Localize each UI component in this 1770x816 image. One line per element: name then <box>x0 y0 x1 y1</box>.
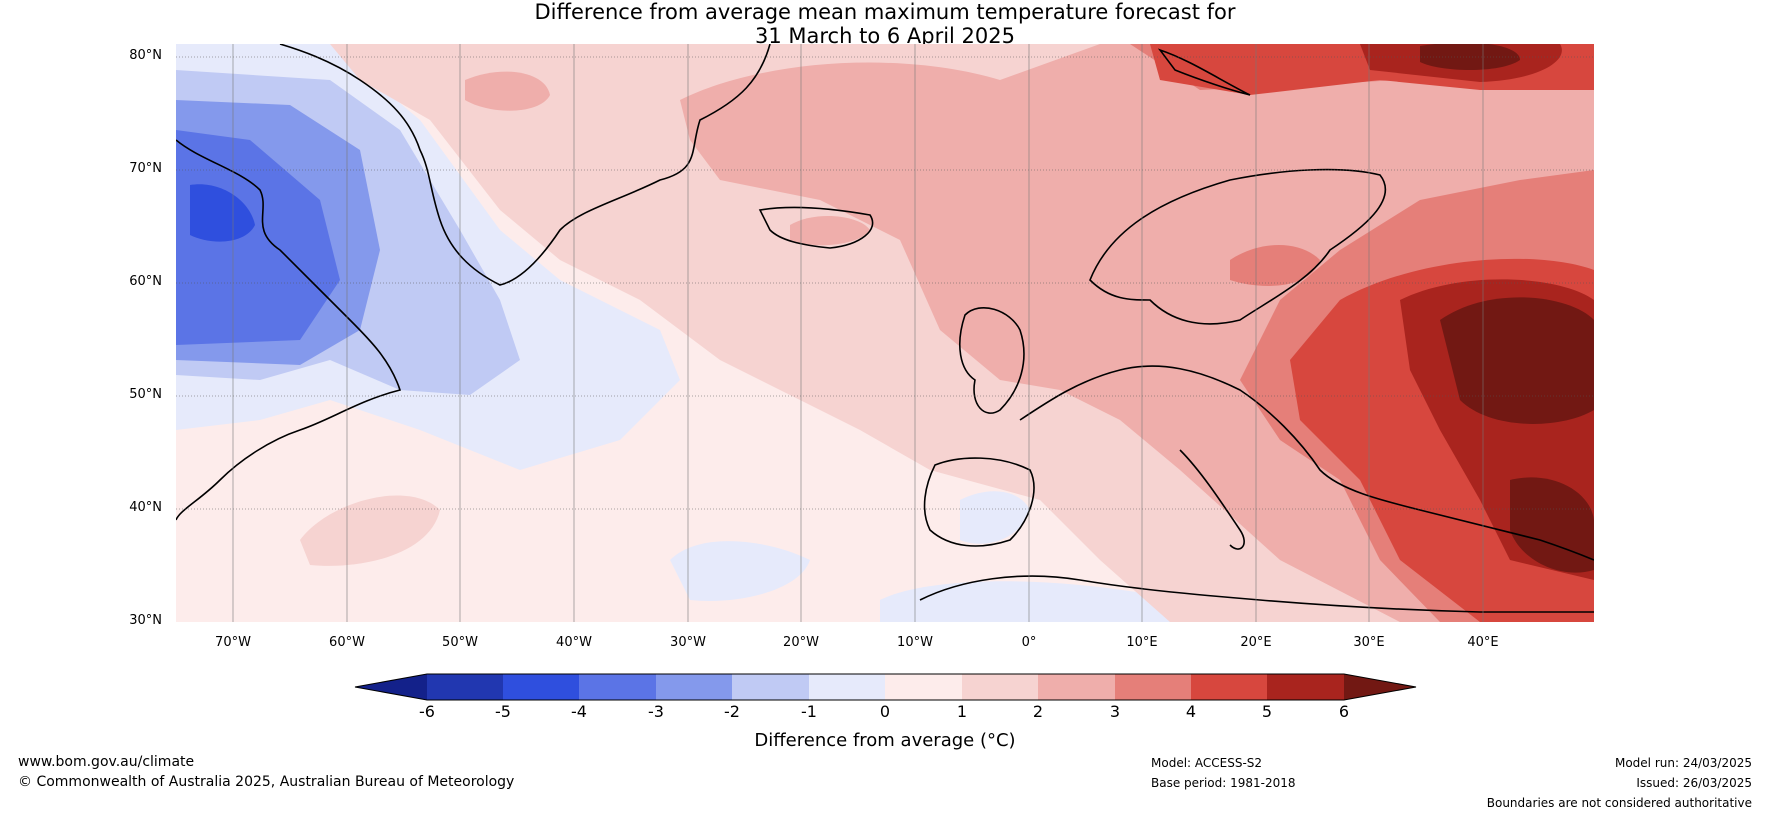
colorbar-bin-p0 <box>885 674 962 700</box>
lon-label-20w: 20°W <box>783 635 819 650</box>
lat-label-50n: 50°N <box>129 387 162 402</box>
colorbar-bin-m3 <box>579 674 656 700</box>
anomaly-zone-m3 <box>176 130 340 345</box>
colorbar-tick: -2 <box>724 702 740 721</box>
colorbar-bin-p3 <box>1115 674 1191 700</box>
gridlines <box>176 56 1594 510</box>
colorbar <box>354 673 1417 701</box>
website-link[interactable]: www.bom.gov.au/climate <box>18 754 195 770</box>
base-period-text: Base period: 1981-2018 <box>1151 776 1296 790</box>
colorbar-tick: -4 <box>571 702 587 721</box>
colorbar-tick: 6 <box>1338 702 1350 721</box>
anomaly-zone-p2-north <box>465 71 550 111</box>
greenland-coast <box>279 44 771 286</box>
lon-label-10e: 10°E <box>1126 635 1158 650</box>
anomaly-zone-p6-turkey <box>1510 477 1594 573</box>
lon-label-40w: 40°W <box>556 635 592 650</box>
colorbar-tick: 5 <box>1261 702 1273 721</box>
coastlines <box>176 44 1594 613</box>
copyright-text: © Commonwealth of Australia 2025, Austra… <box>18 774 515 790</box>
iceland-coast <box>758 206 874 249</box>
anomaly-field <box>176 44 1594 622</box>
colorbar-outline <box>354 673 1417 701</box>
colorbar-bin-p2 <box>1038 674 1115 700</box>
colorbar-extend-low <box>355 674 427 700</box>
svalbard-coast <box>1157 48 1251 96</box>
colorbar-tick: 1 <box>956 702 968 721</box>
lat-label-40n: 40°N <box>129 500 162 515</box>
lon-label-40e: 40°E <box>1467 635 1499 650</box>
lon-label-30e: 30°E <box>1353 635 1385 650</box>
model-text: Model: ACCESS-S2 <box>1151 756 1263 770</box>
lon-label-0: 0° <box>1021 635 1037 650</box>
lon-label-10w: 10°W <box>897 635 933 650</box>
boundaries-disclaimer: Boundaries are not considered authoritat… <box>1486 796 1752 810</box>
lon-label-20e: 20°E <box>1240 635 1272 650</box>
lon-label-70w: 70°W <box>215 635 251 650</box>
colorbar-bin-p1 <box>962 674 1038 700</box>
anomaly-zone-p2-iceland <box>790 215 870 246</box>
anomaly-zone-p1-atlantic <box>300 495 440 566</box>
colorbar-tick: -6 <box>419 702 435 721</box>
title-line-1: Difference from average mean maximum tem… <box>534 0 1236 24</box>
map-title: Difference from average mean maximum tem… <box>0 0 1770 48</box>
anomaly-zone-p3-scandinavia <box>1230 245 1320 286</box>
model-run-text: Model run: 24/03/2025 <box>1614 756 1752 770</box>
lat-label-60n: 60°N <box>129 274 162 289</box>
italy-coast <box>1179 449 1245 550</box>
colorbar-bin-m4 <box>503 674 579 700</box>
africa-coast <box>919 575 1594 613</box>
colorbar-tick: 4 <box>1185 702 1197 721</box>
colorbar-tick: -3 <box>648 702 664 721</box>
colorbar-tick: 3 <box>1109 702 1121 721</box>
lat-label-30n: 30°N <box>129 613 162 628</box>
lon-label-30w: 30°W <box>670 635 706 650</box>
colorbar-bin-m0 <box>809 674 885 700</box>
colorbar-bin-p4 <box>1191 674 1267 700</box>
colorbar-extend-high <box>1344 674 1416 700</box>
lat-label-70n: 70°N <box>129 161 162 176</box>
anomaly-zone-m4 <box>190 184 255 242</box>
canada-coast <box>176 139 402 521</box>
colorbar-bin-m5 <box>427 674 503 700</box>
colorbar-tick: -1 <box>801 702 817 721</box>
anomaly-zone-p6-russia <box>1440 297 1594 424</box>
lon-label-60w: 60°W <box>329 635 365 650</box>
issued-text: Issued: 26/03/2025 <box>1636 776 1752 790</box>
colorbar-bin-p5 <box>1267 674 1344 700</box>
europe-coast <box>1019 365 1594 561</box>
colorbar-bin-m1 <box>732 674 809 700</box>
iberia-coast <box>923 457 1035 547</box>
lat-label-80n: 80°N <box>129 48 162 63</box>
colorbar-label: Difference from average (°C) <box>754 730 1016 751</box>
britain-coast <box>959 306 1025 414</box>
anomaly-zone-m0-africa <box>880 581 1180 622</box>
lon-label-50w: 50°W <box>442 635 478 650</box>
colorbar-tick: 2 <box>1032 702 1044 721</box>
colorbar-bin-m2 <box>656 674 732 700</box>
colorbar-tick: -5 <box>495 702 511 721</box>
anomaly-zone-m0-atlantic <box>670 541 810 601</box>
colorbar-tick: 0 <box>879 702 891 721</box>
scandinavia-coast <box>1089 168 1387 325</box>
anomaly-zone-m0-iberia <box>960 491 1030 544</box>
meridians <box>232 44 1484 622</box>
